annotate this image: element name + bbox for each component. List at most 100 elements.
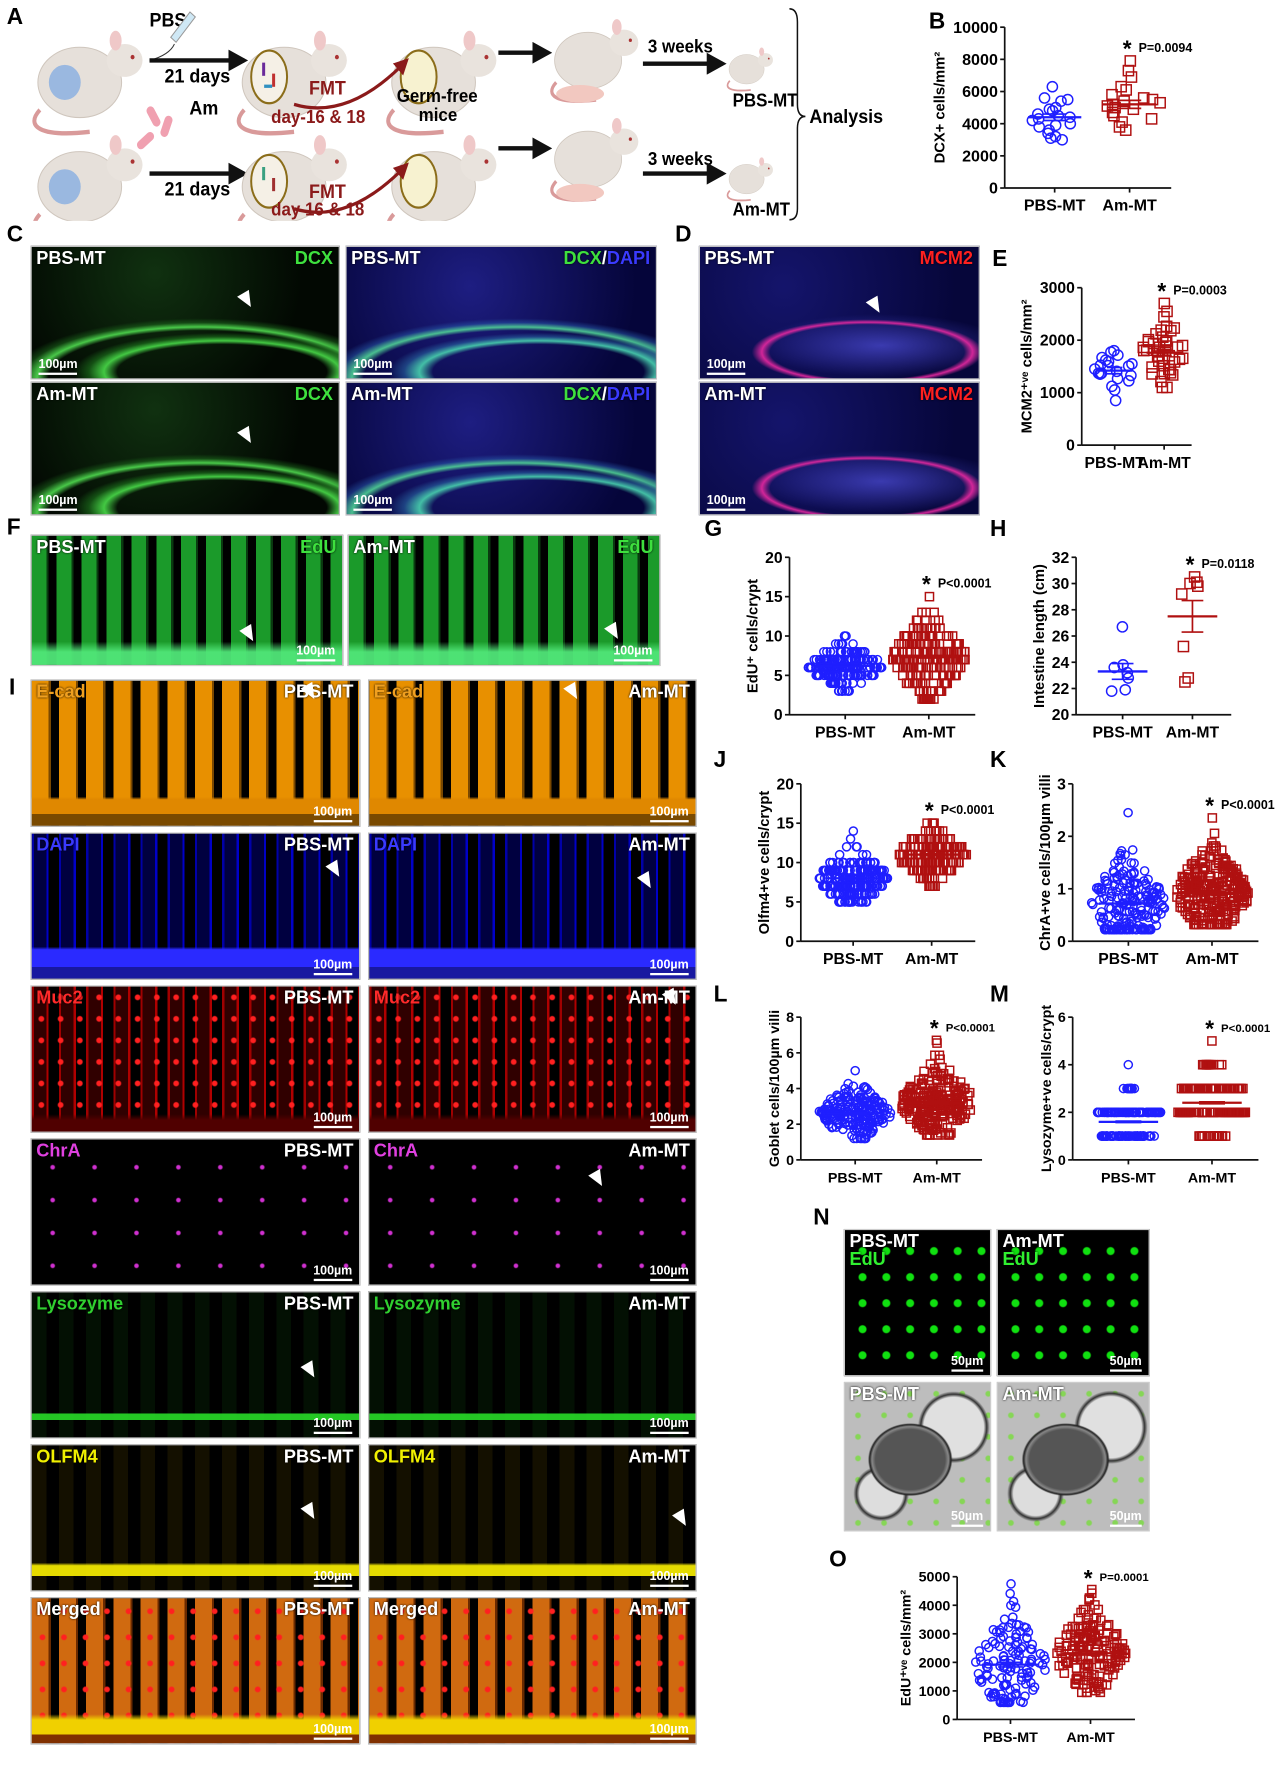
fmt-arrow-icon xyxy=(293,58,409,110)
chart-g: 0 5 10 15 20 EdU⁺ cells/crypt PBS-MT Am-MT * P<0.… xyxy=(719,541,992,751)
scale-bar: 100µm xyxy=(313,1723,353,1740)
y-axis-label: DCX+ cells/mm² xyxy=(932,52,948,164)
channel-name: EdU xyxy=(300,538,337,558)
scale-bar-line xyxy=(313,1737,353,1740)
data-point xyxy=(998,1622,1008,1633)
scale-bar-line xyxy=(649,820,689,823)
data-point xyxy=(960,1109,971,1120)
data-point xyxy=(1119,683,1132,696)
y-tick-label: 22 xyxy=(1052,681,1070,698)
y-tick-label: 24 xyxy=(1052,655,1070,672)
data-point xyxy=(1201,1059,1212,1070)
scale-bar-label: 100µm xyxy=(313,958,353,972)
data-point xyxy=(1228,900,1239,911)
scheme-content: PBS 21 days FMT day-16 & 18 Germ-free mi… xyxy=(34,7,883,221)
data-point xyxy=(931,857,941,868)
channel-name: EdU xyxy=(1002,1250,1039,1270)
channel-label: OLFM4 xyxy=(36,1448,97,1468)
data-point xyxy=(1086,1588,1097,1599)
data-point xyxy=(834,849,845,860)
data-point xyxy=(1182,899,1193,910)
y-axis-label: ChrA+ve cells/100µm villi xyxy=(1038,774,1054,951)
data-point xyxy=(1096,907,1107,917)
data-point xyxy=(998,1651,1009,1661)
data-point xyxy=(830,889,841,899)
panel-letter-l: L xyxy=(713,982,728,1007)
y-axis-label: EdU⁺ᵛᵉ cells/mm² xyxy=(898,1590,914,1707)
data-point xyxy=(883,1103,893,1114)
data-point xyxy=(1120,84,1133,96)
data-point xyxy=(1120,918,1131,928)
brace-icon xyxy=(789,7,806,221)
data-point xyxy=(1124,886,1134,897)
data-point xyxy=(951,670,961,681)
data-point xyxy=(872,1095,883,1106)
data-point xyxy=(901,678,912,689)
sample-label: Am-MT xyxy=(628,683,690,703)
data-point xyxy=(1191,576,1203,589)
y-tick-label: 2 xyxy=(786,1117,794,1133)
data-point xyxy=(1163,363,1175,376)
data-point xyxy=(1017,1668,1028,1679)
scale-bar-label: 100µm xyxy=(649,1569,689,1584)
y-tick-label: 32 xyxy=(1052,550,1070,567)
channel-label: DAPI xyxy=(36,836,79,856)
data-point xyxy=(1193,899,1204,910)
scale-bar-label: 100µm xyxy=(313,805,353,819)
data-point xyxy=(1233,1083,1244,1094)
data-point xyxy=(1061,1630,1072,1641)
y-tick-label: 6 xyxy=(786,1046,794,1062)
data-point xyxy=(1216,877,1227,888)
scale-bar: 100µm xyxy=(38,494,78,511)
data-point xyxy=(952,1089,963,1100)
sample-label: Am-MT xyxy=(1002,1232,1064,1252)
micrograph-i5: PBS-MT Muc2 100µm xyxy=(30,985,361,1133)
data-point xyxy=(932,1038,942,1048)
data-point xyxy=(919,1125,930,1135)
chart-m: 0 2 4 6 Lysozyme+ve cells/crypt PBS-MT Am-MT * P… xyxy=(1002,1001,1271,1196)
y-tick-label: 20 xyxy=(765,550,783,567)
sample-label: Am-MT xyxy=(351,385,413,405)
data-point xyxy=(1062,1641,1072,1652)
channel-label: EdU xyxy=(850,1251,886,1271)
arrowhead-icon xyxy=(300,1360,321,1381)
data-point xyxy=(1153,906,1163,917)
y-tick-label: 4 xyxy=(1058,1058,1066,1074)
channel-name: OLFM4 xyxy=(36,1447,98,1467)
y-tick-label: 0 xyxy=(989,180,998,198)
x-tick-label: PBS-MT xyxy=(828,1171,883,1187)
data-point xyxy=(1210,1083,1220,1094)
arrowhead-icon xyxy=(563,681,583,703)
sample-label: Am-MT xyxy=(628,988,690,1009)
data-point xyxy=(1099,1660,1110,1671)
scale-bar: 100µm xyxy=(313,1111,353,1129)
data-point xyxy=(1015,1696,1026,1707)
y-tick-label: 0 xyxy=(786,1153,794,1169)
data-point xyxy=(917,678,928,689)
data-point xyxy=(1127,845,1138,855)
data-point xyxy=(831,1122,842,1132)
scale-bar: 50µm xyxy=(1109,1355,1142,1372)
panel-letter-h: H xyxy=(989,516,1007,542)
data-point xyxy=(929,1109,940,1120)
scale-bar-label: 100µm xyxy=(38,357,78,372)
panel-letter-d: D xyxy=(675,222,692,247)
y-tick-label: 2 xyxy=(1057,829,1066,846)
x-tick-label: Am-MT xyxy=(1066,1730,1115,1746)
data-point xyxy=(1049,101,1062,114)
micrograph-i1: PBS-MT E-cad 100µm xyxy=(30,679,361,827)
y-tick-label: 3000 xyxy=(1040,280,1075,297)
data-point xyxy=(1108,384,1121,396)
arrowhead-icon xyxy=(587,1168,608,1190)
x-tick-label: Am-MT xyxy=(905,951,959,968)
data-point xyxy=(1113,121,1126,133)
data-point xyxy=(1161,381,1173,394)
y-axis-label: Goblet cells/100µm villi xyxy=(767,1010,783,1167)
data-point xyxy=(834,865,845,876)
scale-bar-line xyxy=(38,508,78,511)
data-point xyxy=(983,1642,994,1653)
data-point xyxy=(927,631,938,641)
sample-label: PBS-MT xyxy=(351,249,421,269)
micrograph-i8: Am-MT ChrA 100µm xyxy=(368,1138,697,1286)
